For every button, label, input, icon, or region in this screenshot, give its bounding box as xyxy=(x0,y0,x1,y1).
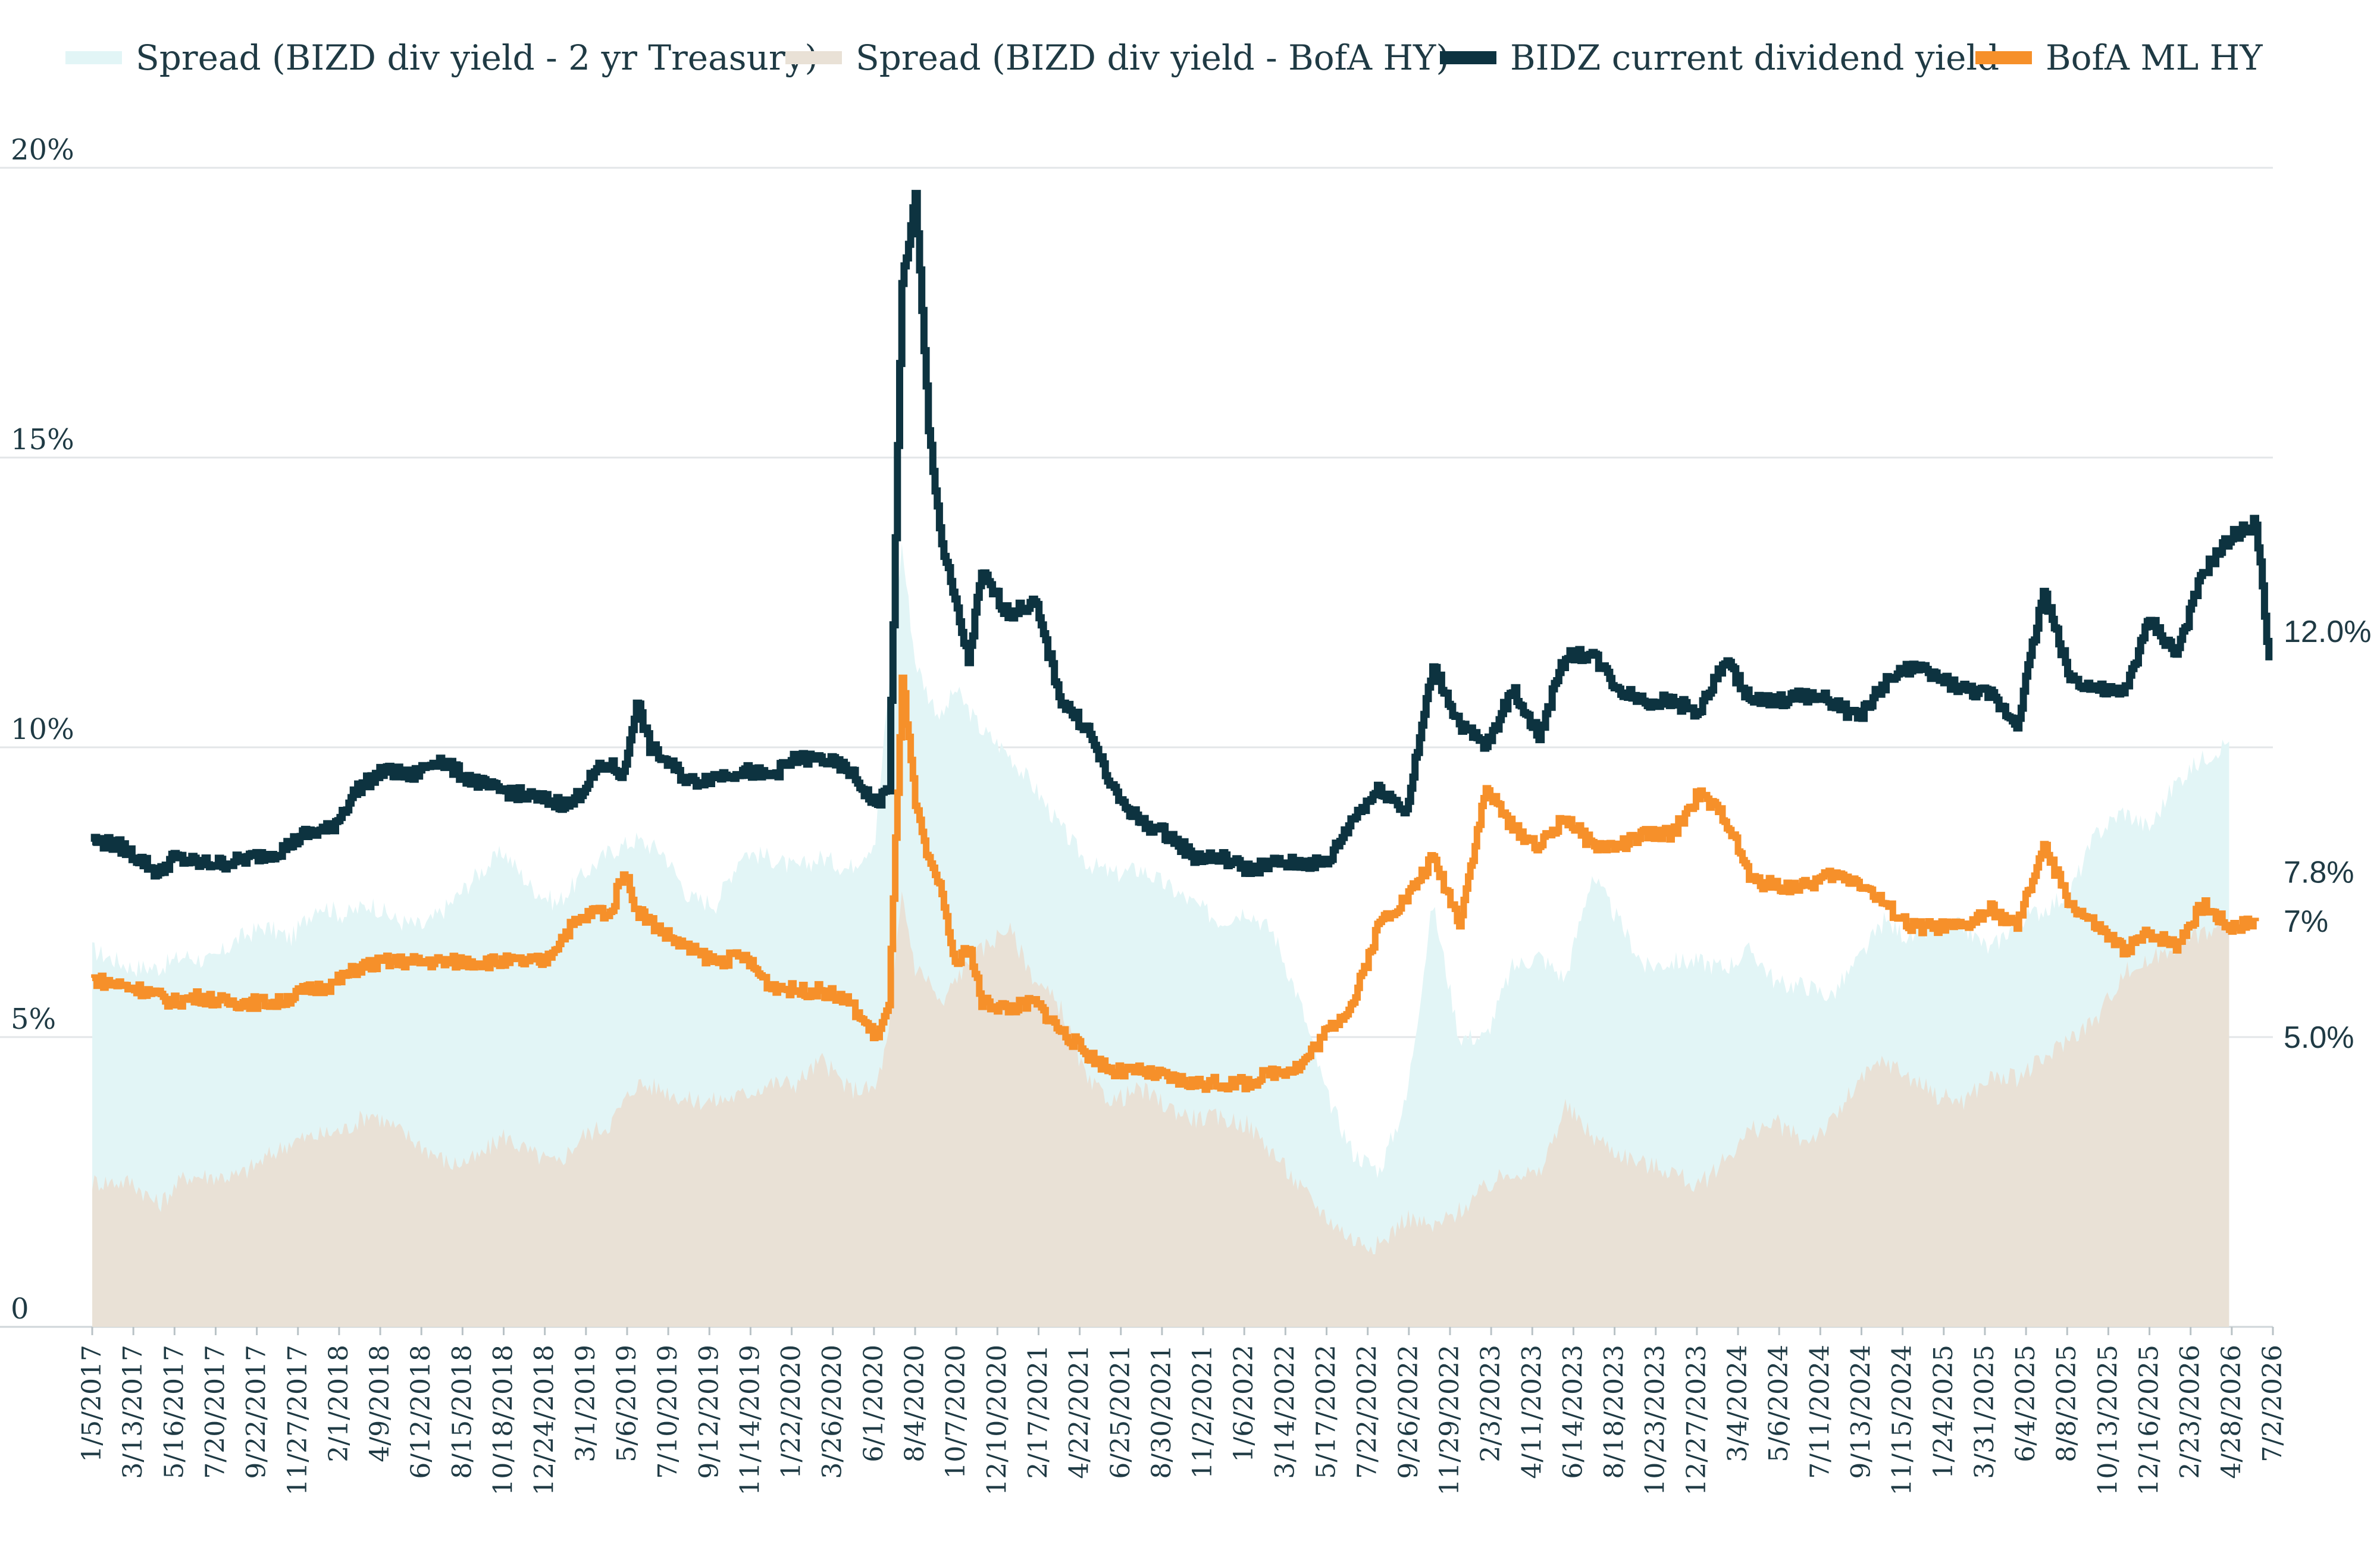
end-label-1: 5.0% xyxy=(2284,1020,2354,1055)
x-tick-label: 11/27/2017 xyxy=(283,1345,313,1496)
x-tick-label: 3/26/2020 xyxy=(818,1345,848,1479)
x-tick-label: 12/27/2023 xyxy=(1681,1345,1712,1496)
y-tick-label: 20% xyxy=(11,133,74,167)
legend-label-3: BofA ML HY xyxy=(2046,37,2263,78)
x-tick-label: 11/15/2024 xyxy=(1887,1345,1918,1496)
x-tick-label: 2/1/2018 xyxy=(324,1345,354,1463)
end-label-3: 7% xyxy=(2284,904,2328,939)
end-label-0: 7.8% xyxy=(2284,855,2354,890)
x-tick-label: 12/10/2020 xyxy=(982,1345,1012,1496)
y-tick-label: 15% xyxy=(11,423,74,456)
legend-label-2: BIDZ current dividend yield xyxy=(1510,37,1999,78)
y-tick-label: 0 xyxy=(11,1292,29,1326)
y-tick-label: 5% xyxy=(11,1003,56,1036)
x-tick-label: 4/9/2018 xyxy=(365,1345,395,1463)
x-tick-label: 3/14/2022 xyxy=(1270,1345,1300,1479)
x-tick-label: 1/24/2025 xyxy=(1928,1345,1959,1479)
area-series-1 xyxy=(92,891,2229,1327)
legend-label-0: Spread (BIZD div yield - 2 yr Treasury) xyxy=(136,37,818,78)
x-tick-label: 3/31/2025 xyxy=(1969,1345,2000,1479)
x-tick-label: 3/4/2024 xyxy=(1723,1345,1753,1463)
x-tick-label: 7/22/2022 xyxy=(1352,1345,1383,1479)
x-tick-label: 12/24/2018 xyxy=(530,1345,560,1496)
x-tick-label: 2/3/2023 xyxy=(1476,1345,1506,1463)
x-tick-label: 11/14/2019 xyxy=(735,1345,765,1496)
y-axis-ticks: 0 5% 10% 15% 20% xyxy=(11,133,74,1326)
x-tick-label: 6/4/2025 xyxy=(2011,1345,2041,1463)
x-tick-label: 9/22/2017 xyxy=(242,1345,272,1479)
x-tick-label: 2/23/2026 xyxy=(2175,1345,2206,1479)
x-tick-label: 5/6/2024 xyxy=(1764,1345,1794,1463)
x-tick-label: 1/6/2022 xyxy=(1229,1345,1259,1463)
x-tick-label: 8/18/2023 xyxy=(1599,1345,1630,1479)
line-series-2 xyxy=(90,190,2273,880)
x-tick-label: 9/26/2022 xyxy=(1393,1345,1424,1479)
x-tick-label: 4/22/2021 xyxy=(1064,1345,1095,1479)
x-tick-label: 7/11/2024 xyxy=(1805,1345,1835,1479)
x-tick-label: 6/12/2018 xyxy=(406,1345,436,1479)
x-tick-label: 7/10/2019 xyxy=(653,1345,683,1479)
x-tick-label: 5/16/2017 xyxy=(159,1345,189,1479)
x-tick-label: 7/2/2026 xyxy=(2257,1345,2288,1463)
x-tick-label: 4/11/2023 xyxy=(1517,1345,1547,1479)
x-tick-label: 9/12/2019 xyxy=(694,1345,724,1479)
legend-label-1: Spread (BIZD div yield - BofA HY) xyxy=(856,37,1449,78)
x-tick-label: 8/8/2025 xyxy=(2052,1345,2082,1463)
x-tick-label: 2/17/2021 xyxy=(1023,1345,1053,1479)
x-tick-label: 7/20/2017 xyxy=(200,1345,230,1479)
x-tick-label: 11/2/2021 xyxy=(1188,1345,1218,1479)
x-tick-label: 6/14/2023 xyxy=(1558,1345,1588,1479)
x-tick-label: 10/18/2018 xyxy=(488,1345,519,1496)
x-tick-label: 11/29/2022 xyxy=(1435,1345,1465,1496)
x-tick-label: 10/13/2025 xyxy=(2093,1345,2123,1496)
line-series-3 xyxy=(91,674,2259,1093)
line-series xyxy=(90,190,2273,1093)
x-tick-label: 9/13/2024 xyxy=(1846,1345,1876,1479)
end-label-2: 12.0% xyxy=(2284,615,2371,649)
end-labels: 7.8% 5.0% 12.0% 7% xyxy=(2284,615,2371,1055)
y-tick-label: 10% xyxy=(11,713,74,746)
area-series xyxy=(92,543,2229,1327)
x-tick-label: 1/5/2017 xyxy=(77,1345,107,1463)
x-tick-label: 5/6/2019 xyxy=(612,1345,642,1463)
x-tick-label: 8/4/2020 xyxy=(900,1345,930,1463)
x-axis-ticks: 1/5/2017 3/13/2017 5/16/2017 7/20/2017 9/22/… xyxy=(77,1327,2288,1496)
x-tick-label: 10/23/2023 xyxy=(1640,1345,1671,1496)
x-tick-label: 6/25/2021 xyxy=(1106,1345,1136,1479)
x-tick-label: 6/1/2020 xyxy=(859,1345,889,1463)
x-tick-label: 3/13/2017 xyxy=(118,1345,148,1479)
x-tick-label: 8/30/2021 xyxy=(1147,1345,1177,1479)
x-tick-label: 10/7/2020 xyxy=(941,1345,971,1479)
x-tick-label: 3/1/2019 xyxy=(571,1345,601,1463)
x-tick-label: 12/16/2025 xyxy=(2134,1345,2165,1496)
x-tick-label: 8/15/2018 xyxy=(447,1345,477,1479)
legend: Spread (BIZD div yield - 2 yr Treasury) S… xyxy=(65,37,2263,78)
x-tick-label: 4/28/2026 xyxy=(2216,1345,2247,1479)
x-tick-label: 5/17/2022 xyxy=(1311,1345,1342,1479)
x-tick-label: 1/22/2020 xyxy=(776,1345,807,1479)
